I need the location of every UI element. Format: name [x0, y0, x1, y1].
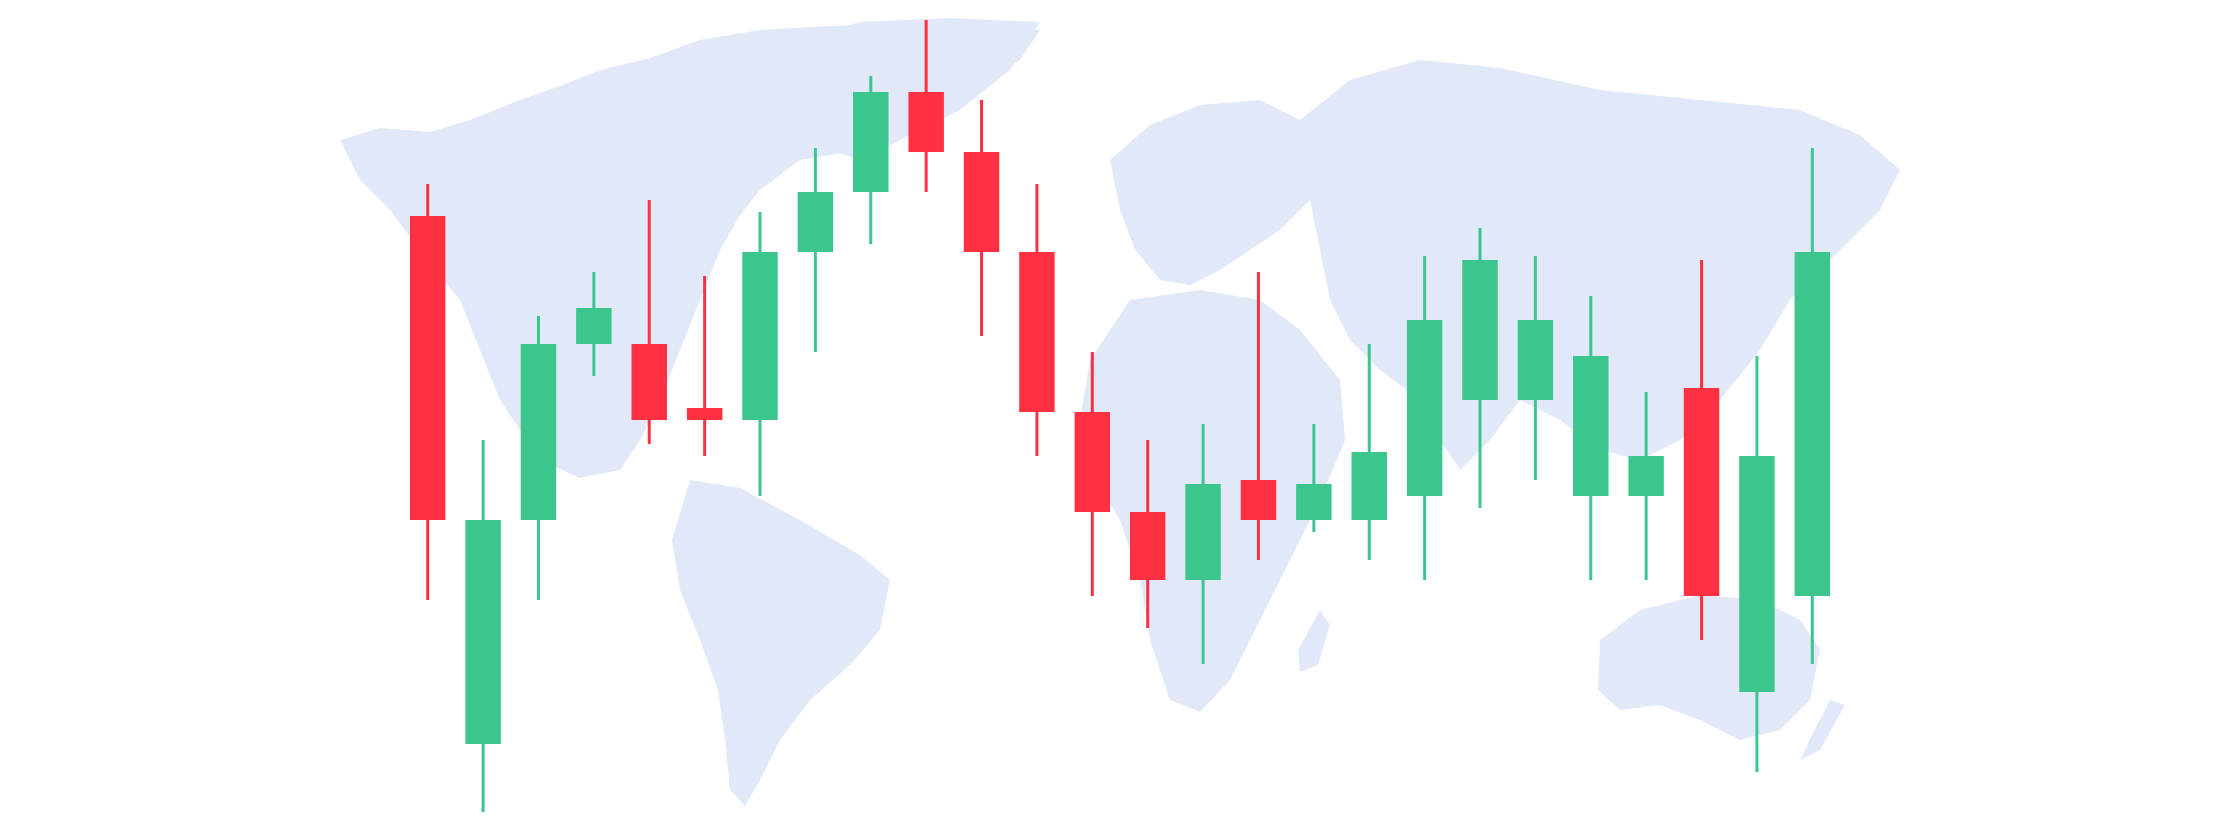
candle-body-up	[576, 308, 612, 344]
candle-body-up	[1296, 484, 1332, 520]
candle-1	[409, 184, 446, 600]
new-zealand-shape	[1800, 700, 1845, 760]
candle-9	[853, 76, 889, 244]
candle-21	[1517, 256, 1554, 480]
candle-body-up	[797, 192, 834, 252]
candle-body-up	[1351, 452, 1387, 520]
candle-5	[631, 200, 667, 444]
candle-16	[1240, 272, 1277, 560]
asia-shape	[1300, 60, 1900, 470]
candle-body-down	[1683, 388, 1720, 596]
candle-4	[576, 272, 612, 376]
candle-body-up	[1794, 252, 1831, 596]
candle-26	[1794, 148, 1831, 664]
candle-body-down	[1019, 252, 1055, 412]
candle-body-down	[1240, 480, 1277, 520]
candle-body-up	[1406, 320, 1443, 496]
candle-23	[1628, 392, 1664, 580]
candle-8	[797, 148, 834, 352]
candle-body-up	[1628, 456, 1664, 496]
candle-13	[1074, 352, 1111, 596]
candle-18	[1351, 344, 1387, 560]
candle-body-down	[1074, 412, 1111, 512]
candle-3	[520, 316, 557, 600]
candle-body-up	[1462, 260, 1498, 400]
candle-body-up	[465, 520, 501, 744]
south-america-shape	[672, 480, 890, 806]
candle-body-up	[1517, 320, 1554, 400]
europe-shape	[1110, 100, 1320, 285]
candle-body-up	[1573, 356, 1609, 496]
candle-body-up	[742, 252, 778, 420]
candle-body-down	[686, 408, 723, 420]
madagascar-shape	[1298, 610, 1330, 672]
candle-22	[1573, 296, 1609, 580]
candle-7	[742, 212, 778, 496]
candle-body-down	[631, 344, 667, 420]
candle-body-down	[908, 92, 944, 152]
candle-14	[1129, 440, 1166, 628]
candle-11	[963, 100, 1000, 336]
candle-2	[465, 440, 501, 812]
candle-25	[1739, 356, 1775, 772]
candle-6	[686, 276, 723, 456]
candle-20	[1462, 228, 1498, 508]
candle-body-up	[853, 92, 889, 192]
candle-body-up	[520, 344, 557, 520]
candle-body-up	[1185, 484, 1221, 580]
candle-body-down	[963, 152, 1000, 252]
candle-17	[1296, 424, 1332, 532]
candle-15	[1185, 424, 1221, 664]
candle-12	[1019, 184, 1055, 456]
candle-10	[908, 20, 944, 192]
candle-body-down	[409, 216, 446, 520]
candle-24	[1683, 260, 1720, 640]
candle-body-up	[1739, 456, 1775, 692]
candle-body-down	[1129, 512, 1166, 580]
candle-19	[1406, 256, 1443, 580]
